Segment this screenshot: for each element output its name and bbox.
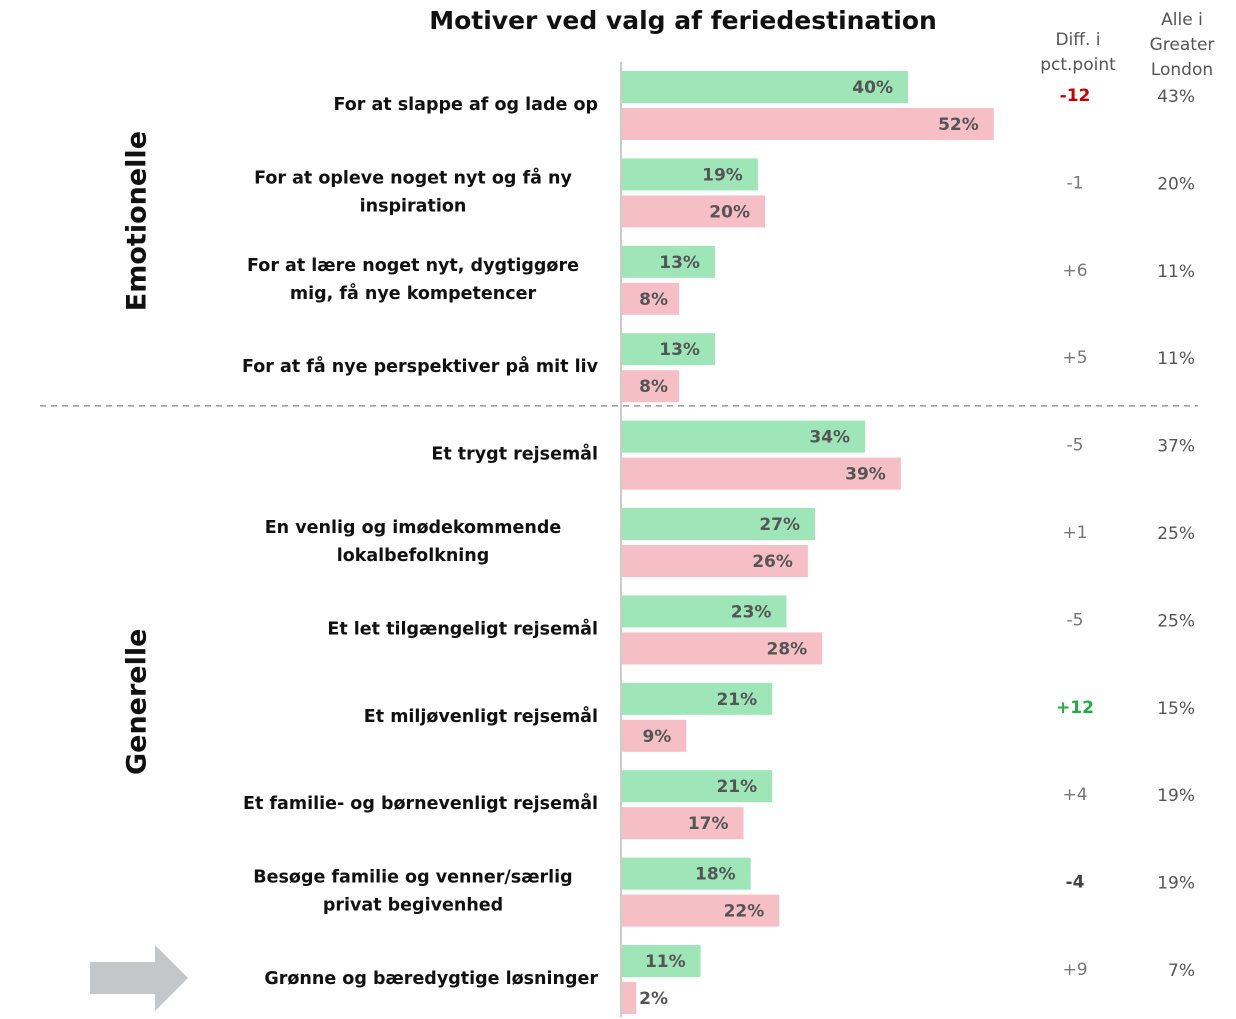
bar bbox=[622, 282, 680, 315]
value-label: 20% bbox=[709, 202, 750, 222]
london-value: 43% bbox=[1157, 87, 1195, 107]
diff-value: +6 bbox=[1062, 261, 1087, 281]
group-label: Generelle bbox=[122, 629, 153, 775]
diff-value: +9 bbox=[1062, 960, 1087, 980]
bar bbox=[622, 333, 715, 366]
diff-value: +1 bbox=[1062, 523, 1087, 543]
value-label: 21% bbox=[716, 777, 757, 797]
value-label: 13% bbox=[659, 340, 700, 360]
bar bbox=[622, 719, 687, 752]
london-value: 11% bbox=[1157, 349, 1195, 369]
bar bbox=[622, 807, 744, 840]
value-label: 8% bbox=[639, 377, 668, 397]
london-value: 25% bbox=[1157, 524, 1195, 544]
value-label: 27% bbox=[759, 515, 800, 535]
value-label: 18% bbox=[695, 865, 736, 885]
diff-header: Diff. i pct.point bbox=[1040, 30, 1116, 75]
category-label: En venlig og imødekommende lokalbefolknin… bbox=[265, 518, 562, 566]
diff-value: +4 bbox=[1062, 785, 1087, 805]
bar bbox=[622, 457, 901, 490]
value-label: 23% bbox=[731, 602, 772, 622]
value-label: 26% bbox=[752, 552, 793, 572]
diff-value: -5 bbox=[1067, 436, 1084, 456]
value-label: 28% bbox=[766, 639, 807, 659]
value-label: 52% bbox=[938, 115, 979, 135]
london-value: 11% bbox=[1157, 262, 1195, 282]
diff-value: -1 bbox=[1067, 173, 1084, 193]
category-label: Et miljøvenligt rejsemål bbox=[364, 705, 598, 727]
category-label: Et familie- og børnevenligt rejsemål bbox=[243, 792, 598, 814]
group-label: Emotionelle bbox=[122, 131, 153, 311]
category-label: Grønne og bæredygtige løsninger bbox=[264, 969, 598, 989]
bar bbox=[622, 108, 994, 140]
value-label: 8% bbox=[639, 290, 668, 310]
bar bbox=[622, 245, 715, 278]
bar bbox=[622, 370, 680, 403]
bar bbox=[622, 632, 823, 665]
category-label: For at opleve noget nyt og få ny inspirat… bbox=[254, 166, 572, 216]
category-label: Besøge familie og venner/særlig privat be… bbox=[253, 868, 572, 916]
bar bbox=[622, 857, 751, 890]
diff-value: +12 bbox=[1056, 698, 1094, 718]
bar bbox=[622, 945, 701, 977]
bar bbox=[622, 982, 637, 1014]
category-label: Et let tilgængeligt rejsemål bbox=[327, 617, 598, 639]
bar bbox=[622, 595, 787, 628]
london-value: 15% bbox=[1157, 699, 1195, 719]
diff-value: -4 bbox=[1066, 873, 1085, 893]
value-label: 34% bbox=[809, 428, 850, 448]
value-label: 40% bbox=[852, 78, 893, 98]
bar bbox=[622, 195, 765, 228]
bar bbox=[622, 71, 908, 103]
bar bbox=[622, 158, 758, 191]
category-label: For at slappe af og lade op bbox=[334, 95, 599, 115]
value-label: 11% bbox=[645, 952, 686, 972]
bar bbox=[622, 420, 866, 453]
london-value: 7% bbox=[1168, 961, 1195, 981]
london-value: 20% bbox=[1157, 174, 1195, 194]
value-label: 19% bbox=[702, 165, 743, 185]
value-label: 2% bbox=[639, 989, 668, 1009]
category-label: For at lære noget nyt, dygtiggøre mig, få… bbox=[247, 256, 579, 304]
value-label: 21% bbox=[716, 690, 757, 710]
diff-value: -12 bbox=[1060, 86, 1091, 106]
category-label: For at få nye perspektiver på mit liv bbox=[242, 355, 599, 377]
diff-value: -5 bbox=[1067, 610, 1084, 630]
london-value: 19% bbox=[1157, 874, 1195, 894]
value-label: 17% bbox=[688, 814, 729, 834]
value-label: 9% bbox=[642, 727, 671, 747]
london-value: 25% bbox=[1157, 611, 1195, 631]
chart-title: Motiver ved valg af feriedestination bbox=[429, 6, 937, 35]
london-value: 19% bbox=[1157, 786, 1195, 806]
bar bbox=[622, 545, 808, 577]
arrow bbox=[90, 945, 188, 1011]
value-label: 13% bbox=[659, 253, 700, 273]
value-label: 22% bbox=[724, 902, 765, 922]
london-header: Alle i Greater London bbox=[1150, 10, 1215, 80]
bar bbox=[622, 508, 816, 540]
london-value: 37% bbox=[1157, 437, 1195, 457]
diff-value: +5 bbox=[1062, 348, 1087, 368]
bar bbox=[622, 894, 780, 927]
category-label: Et trygt rejsemål bbox=[431, 443, 598, 465]
bar bbox=[622, 770, 773, 803]
value-label: 39% bbox=[845, 465, 886, 485]
bar bbox=[622, 682, 773, 715]
